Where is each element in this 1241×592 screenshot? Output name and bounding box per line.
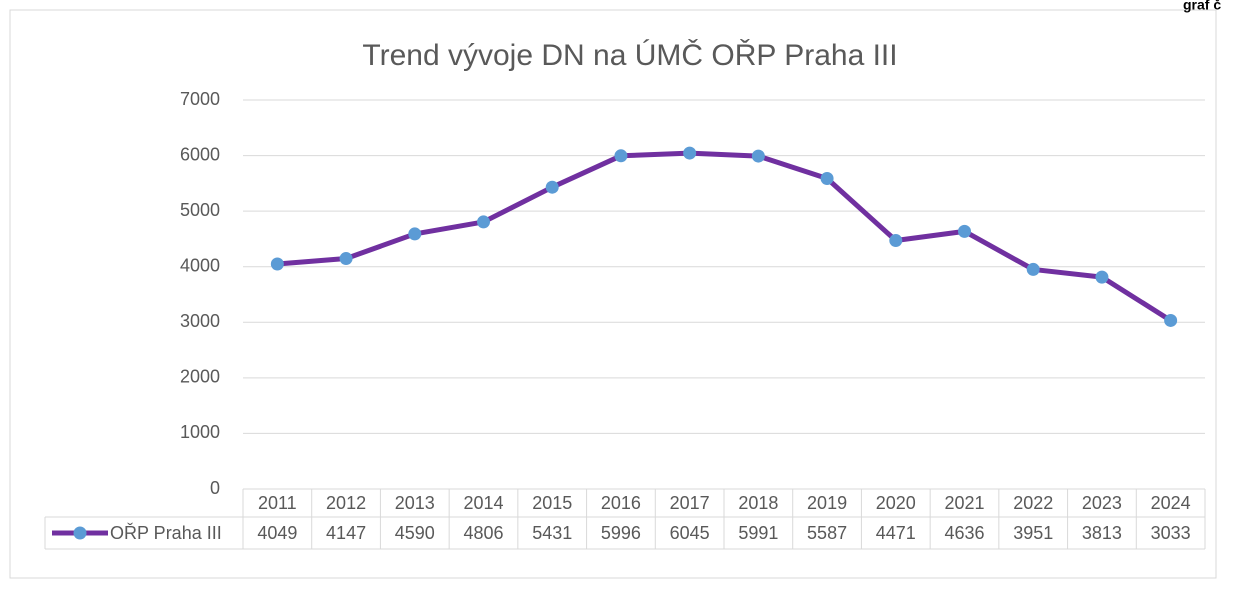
table-value: 5587 [807,523,847,543]
table-value: 3813 [1082,523,1122,543]
marker [1026,262,1040,276]
y-tick-label: 3000 [180,311,220,331]
table-value: 4636 [944,523,984,543]
marker [958,224,971,238]
x-tick-label: 2021 [944,493,984,513]
x-tick-label: 2017 [670,493,710,513]
annotation: graf č [1183,0,1221,13]
y-tick-label: 6000 [180,144,220,164]
table-value: 4806 [463,523,503,543]
y-tick-label: 0 [210,478,220,498]
marker [820,172,834,186]
marker [751,149,765,163]
y-tick-label: 2000 [180,367,220,387]
series-line [277,150,1172,323]
x-tick-label: 2013 [395,493,435,513]
table-value: 5991 [738,523,778,543]
x-tick-label: 2011 [258,493,297,513]
marker [545,180,559,194]
x-tick-label: 2012 [326,493,366,513]
table-value: 5431 [532,523,572,543]
marker [1164,313,1178,327]
y-tick-label: 7000 [180,89,220,109]
x-tick-label: 2018 [738,493,778,513]
x-tick-label: 2019 [807,493,847,513]
table-value: 4590 [395,523,435,543]
legend-label: OŘP Praha III [110,523,222,543]
marker [889,234,903,248]
x-tick-label: 2014 [463,493,503,513]
table-value: 3033 [1151,523,1191,543]
table-value: 5996 [601,523,641,543]
marker [270,257,284,271]
x-tick-label: 2015 [532,493,572,513]
chart-title: Trend vývoje DN na ÚMČ OŘP Praha III [362,38,897,72]
table-value: 3951 [1013,523,1053,543]
table-value: 6045 [670,523,710,543]
x-tick-label: 2024 [1151,493,1191,513]
x-tick-label: 2023 [1082,493,1122,513]
marker [408,227,422,241]
table-value: 4049 [257,523,297,543]
table-value: 4147 [326,523,366,543]
legend-marker [73,526,87,540]
y-tick-label: 4000 [180,255,220,275]
x-tick-label: 2020 [876,493,916,513]
marker [339,252,353,266]
y-tick-label: 5000 [180,200,220,220]
x-tick-label: 2022 [1013,493,1053,513]
x-tick-label: 2016 [601,493,641,513]
marker [1095,270,1109,284]
marker [614,149,628,163]
marker [683,146,697,160]
marker [477,215,490,229]
y-tick-label: 1000 [180,422,220,442]
table-value: 4471 [876,523,916,543]
chart-border [9,9,1217,579]
